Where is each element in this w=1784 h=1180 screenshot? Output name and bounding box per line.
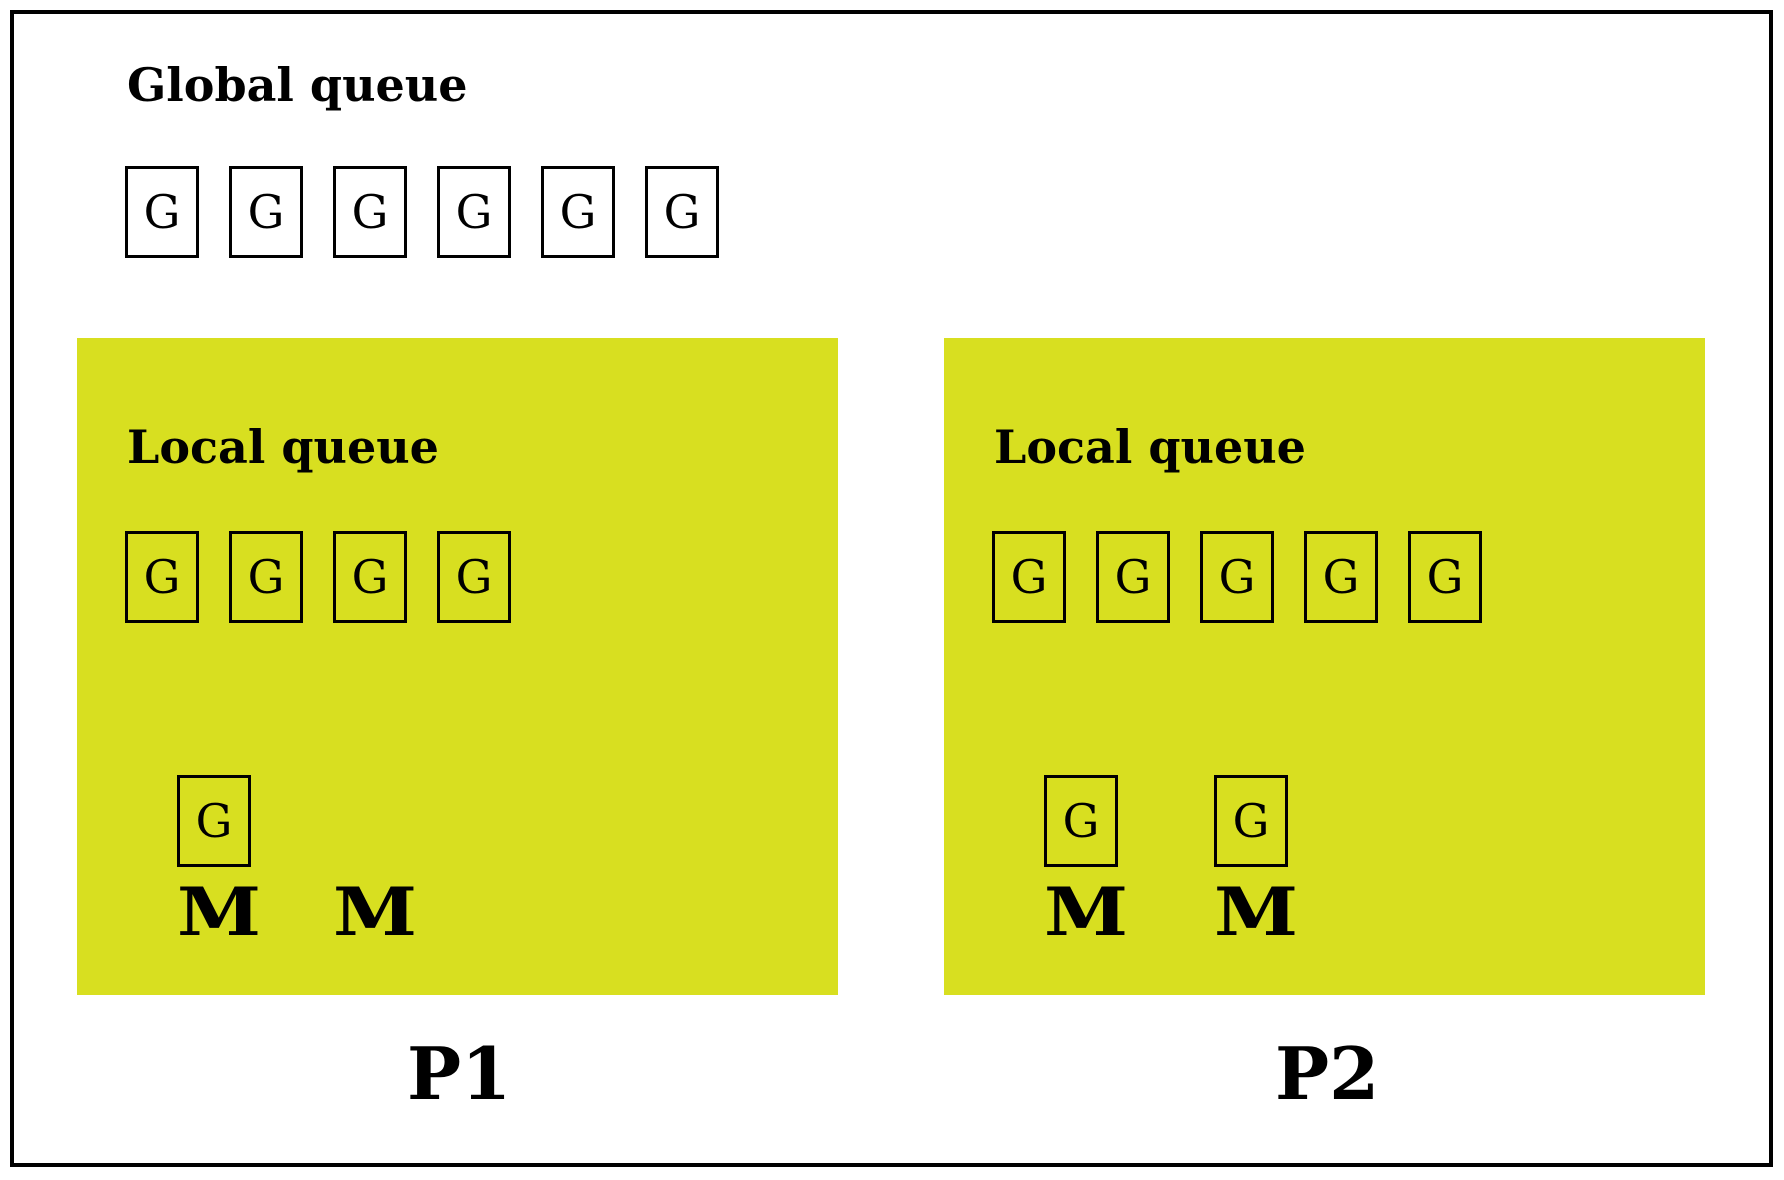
running-goroutine: G xyxy=(1214,775,1288,867)
goroutine-box: G xyxy=(229,166,303,258)
goroutine-box: G xyxy=(1200,531,1274,623)
processor-label-p1: P1 xyxy=(407,1038,511,1110)
machine-label: M xyxy=(1044,879,1128,945)
goroutine-box: G xyxy=(333,166,407,258)
running-goroutine: G xyxy=(1044,775,1118,867)
machine-label: M xyxy=(1214,879,1298,945)
goroutine-box: G xyxy=(1096,531,1170,623)
goroutine-box: G xyxy=(437,531,511,623)
goroutine-box: G xyxy=(125,531,199,623)
goroutine-box: G xyxy=(333,531,407,623)
processor-label-p2: P2 xyxy=(1275,1038,1379,1110)
machine-label: M xyxy=(333,879,417,945)
goroutine-box: G xyxy=(125,166,199,258)
running-goroutine: G xyxy=(177,775,251,867)
goroutine-box: G xyxy=(437,166,511,258)
goroutine-box: G xyxy=(1304,531,1378,623)
machine-label: M xyxy=(177,879,261,945)
goroutine-box: G xyxy=(541,166,615,258)
goroutine-box: G xyxy=(229,531,303,623)
goroutine-box: G xyxy=(1408,531,1482,623)
local-queue-title: Local queue xyxy=(127,424,439,470)
goroutine-box: G xyxy=(645,166,719,258)
goroutine-box: G xyxy=(992,531,1066,623)
global-queue-title: Global queue xyxy=(127,62,468,108)
local-queue-title: Local queue xyxy=(994,424,1306,470)
